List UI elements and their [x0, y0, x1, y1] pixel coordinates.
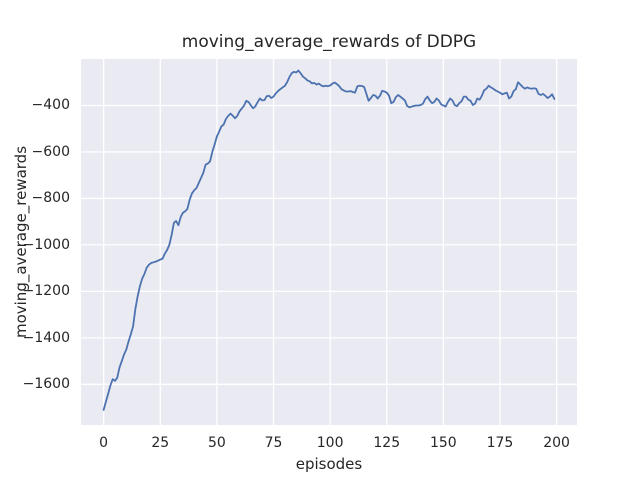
x-axis-label: episodes: [295, 455, 363, 473]
x-tick-label: 175: [486, 435, 514, 451]
y-tick-label: −1400: [22, 329, 70, 346]
x-tick-label: 200: [543, 435, 570, 451]
y-tick-label: −1600: [22, 376, 70, 393]
y-tick-label: −1000: [22, 236, 70, 253]
x-tick-label: 25: [151, 435, 170, 451]
x-tick-label: 0: [99, 435, 109, 451]
plot-area: [81, 59, 577, 425]
chart-title: moving_average_rewards of DDPG: [181, 32, 477, 52]
y-tick-label: −400: [31, 97, 70, 114]
y-tick-label: −800: [31, 190, 70, 207]
x-tick-label: 150: [429, 435, 457, 451]
x-tick-label: 75: [264, 435, 283, 451]
series-line: [102, 69, 556, 411]
y-tick-label: −600: [31, 143, 70, 160]
plot-background: [81, 59, 577, 425]
x-tick-label: 50: [207, 435, 226, 451]
y-tick-label: −1200: [22, 283, 70, 300]
x-tick-label: 125: [373, 435, 401, 451]
x-tick-label: 100: [316, 435, 344, 451]
